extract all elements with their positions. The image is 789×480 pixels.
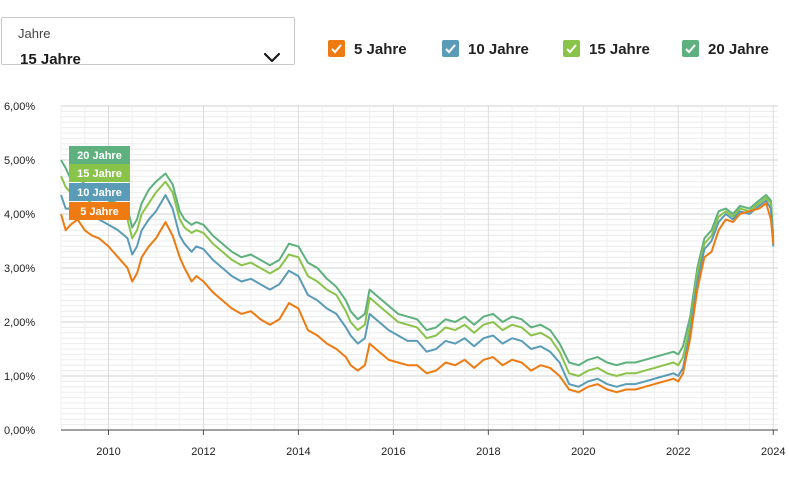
- y-tick-label: 2,00%: [4, 317, 35, 329]
- chart-legend: 5 Jahre 10 Jahre 15 Jahre 20 Jahre: [0, 40, 789, 62]
- x-tick-label: 2014: [286, 446, 310, 458]
- series-line-10-jahre: [60, 194, 775, 388]
- check-icon: [563, 40, 580, 57]
- legend-label: 15 Jahre: [589, 41, 650, 58]
- select-label: Jahre: [14, 27, 55, 41]
- series-line-5-jahre: [60, 202, 775, 394]
- jahre-select[interactable]: Jahre 15 Jahre: [1, 17, 295, 68]
- series-line-15-jahre: [60, 175, 775, 377]
- legend-label: 5 Jahre: [354, 41, 407, 58]
- chevron-down-icon[interactable]: [263, 52, 281, 64]
- x-tick-label: 2022: [666, 446, 690, 458]
- line-chart: 0,00% 1,00% 2,00% 3,00% 4,00% 5,00% 6,00% 2010 2…: [4, 101, 785, 458]
- series-tag-bg: [69, 202, 130, 220]
- series-tag-label: 15 Jahre: [77, 168, 122, 180]
- x-tick-label: 2024: [761, 446, 785, 458]
- series-tag-bg: [69, 146, 130, 164]
- legend-label: 20 Jahre: [708, 41, 769, 58]
- check-icon: [682, 40, 699, 57]
- x-tick-label: 2020: [571, 446, 595, 458]
- select-value: 15 Jahre: [20, 51, 81, 68]
- series-tag-label: 10 Jahre: [77, 187, 122, 199]
- series-tag-bg: [69, 164, 130, 182]
- x-tick-label: 2010: [96, 446, 120, 458]
- check-icon: [328, 40, 345, 57]
- y-tick-label: 5,00%: [4, 155, 35, 167]
- series-tag-label: 20 Jahre: [77, 150, 122, 162]
- y-tick-label: 4,00%: [4, 209, 35, 221]
- series-tag-bg: [69, 183, 130, 201]
- x-tick-label: 2012: [191, 446, 215, 458]
- check-icon: [442, 40, 459, 57]
- x-tick-label: 2016: [381, 446, 405, 458]
- y-tick-label: 0,00%: [4, 425, 35, 437]
- series-line-20-jahre: [60, 159, 775, 367]
- legend-label: 10 Jahre: [468, 41, 529, 58]
- y-tick-label: 6,00%: [4, 101, 35, 113]
- x-tick-label: 2018: [476, 446, 500, 458]
- y-tick-label: 3,00%: [4, 263, 35, 275]
- series-tag-label: 5 Jahre: [80, 206, 119, 218]
- y-tick-label: 1,00%: [4, 371, 35, 383]
